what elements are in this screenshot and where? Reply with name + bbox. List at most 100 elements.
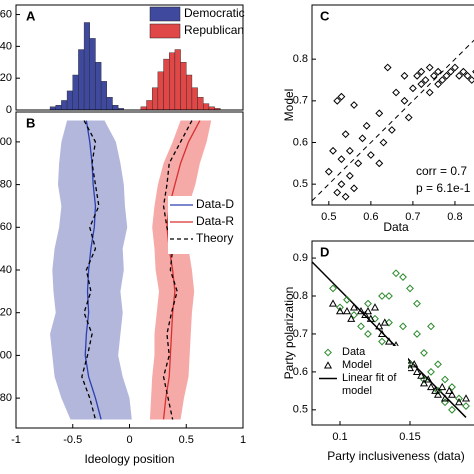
point bbox=[425, 88, 434, 97]
point bbox=[420, 349, 428, 357]
point bbox=[375, 159, 384, 168]
x-tick-label: -1 bbox=[11, 434, 21, 446]
point bbox=[336, 303, 344, 312]
frame bbox=[311, 4, 474, 206]
bar bbox=[61, 100, 68, 110]
point bbox=[392, 269, 400, 278]
line bbox=[162, 120, 193, 420]
x-axis-label: Ideology position bbox=[84, 452, 174, 466]
legend-swatch bbox=[319, 377, 337, 380]
point bbox=[364, 299, 372, 308]
point bbox=[341, 130, 350, 139]
y-axis-label: Party polarization bbox=[282, 287, 296, 380]
point bbox=[413, 299, 421, 308]
y-tick-label: 0.5 bbox=[293, 178, 308, 190]
point bbox=[438, 382, 447, 391]
point bbox=[434, 80, 443, 89]
y-tick-label: 1980 bbox=[0, 179, 12, 191]
point bbox=[427, 367, 435, 376]
point bbox=[448, 405, 456, 414]
point bbox=[424, 375, 433, 383]
line bbox=[84, 120, 102, 420]
legend-label: Linear fit of model bbox=[342, 372, 397, 397]
point bbox=[434, 360, 442, 369]
point bbox=[333, 96, 342, 105]
point bbox=[440, 394, 450, 402]
point bbox=[455, 394, 463, 403]
frame bbox=[311, 240, 474, 426]
legend-label: Data-R bbox=[196, 214, 234, 228]
band bbox=[50, 120, 132, 420]
point bbox=[413, 71, 422, 80]
point bbox=[345, 146, 354, 155]
point bbox=[350, 311, 358, 319]
point bbox=[370, 303, 380, 311]
y-axis-label: Model bbox=[282, 89, 296, 122]
point bbox=[426, 382, 436, 391]
legend-label: Republican bbox=[184, 23, 244, 37]
x-axis-label: Party inclusiveness (data) bbox=[327, 449, 464, 463]
y-tick-label: 1900 bbox=[0, 349, 12, 361]
point bbox=[347, 314, 356, 322]
panel-label: B bbox=[26, 115, 35, 130]
y-tick-label: 60 bbox=[0, 8, 12, 20]
point bbox=[328, 299, 338, 307]
point bbox=[400, 71, 409, 80]
bar bbox=[72, 74, 79, 110]
legend-label: Democratic bbox=[184, 6, 245, 20]
point bbox=[445, 386, 454, 394]
x-tick-label: 0.5 bbox=[321, 211, 336, 223]
panel-label: A bbox=[26, 8, 36, 23]
bar bbox=[157, 71, 164, 110]
legend: Data Model Linear fit of model bbox=[318, 346, 408, 398]
point bbox=[379, 138, 388, 147]
bar bbox=[55, 105, 62, 110]
point bbox=[357, 322, 365, 331]
point bbox=[377, 329, 387, 338]
point bbox=[366, 151, 375, 159]
point bbox=[385, 292, 393, 300]
x-tick-label: 1 bbox=[240, 434, 246, 446]
point bbox=[409, 84, 417, 93]
point bbox=[383, 63, 392, 72]
point bbox=[434, 67, 443, 76]
point bbox=[350, 101, 358, 109]
bar bbox=[89, 38, 96, 110]
point bbox=[392, 88, 400, 97]
bar bbox=[163, 58, 170, 110]
point bbox=[375, 109, 384, 118]
legend-label: Model bbox=[342, 359, 372, 371]
point bbox=[371, 314, 379, 323]
y-tick-label: 0.6 bbox=[293, 366, 308, 378]
bar bbox=[66, 90, 73, 110]
frame bbox=[15, 4, 244, 111]
point bbox=[358, 134, 367, 143]
point bbox=[354, 159, 363, 168]
point bbox=[343, 295, 351, 304]
point bbox=[337, 180, 346, 189]
y-tick-label: 0 bbox=[6, 104, 12, 116]
bar bbox=[151, 87, 159, 110]
point bbox=[433, 390, 443, 398]
bar bbox=[83, 22, 90, 110]
point bbox=[323, 361, 333, 369]
legend-label: Data bbox=[342, 346, 366, 358]
legend-item: Linear fit of model bbox=[318, 372, 408, 398]
point bbox=[375, 322, 384, 330]
legend-swatch bbox=[149, 23, 181, 39]
point bbox=[324, 167, 333, 176]
y-tick-label: 0.7 bbox=[293, 95, 308, 107]
bar bbox=[197, 97, 204, 110]
point bbox=[345, 171, 354, 180]
reference-line bbox=[312, 39, 474, 202]
point bbox=[329, 146, 337, 155]
y-tick-label: 0.5 bbox=[293, 404, 308, 416]
point bbox=[364, 330, 372, 338]
point bbox=[387, 126, 396, 134]
point bbox=[380, 318, 389, 326]
legend-box bbox=[168, 196, 241, 254]
point bbox=[447, 390, 457, 398]
plot-area bbox=[49, 22, 221, 110]
